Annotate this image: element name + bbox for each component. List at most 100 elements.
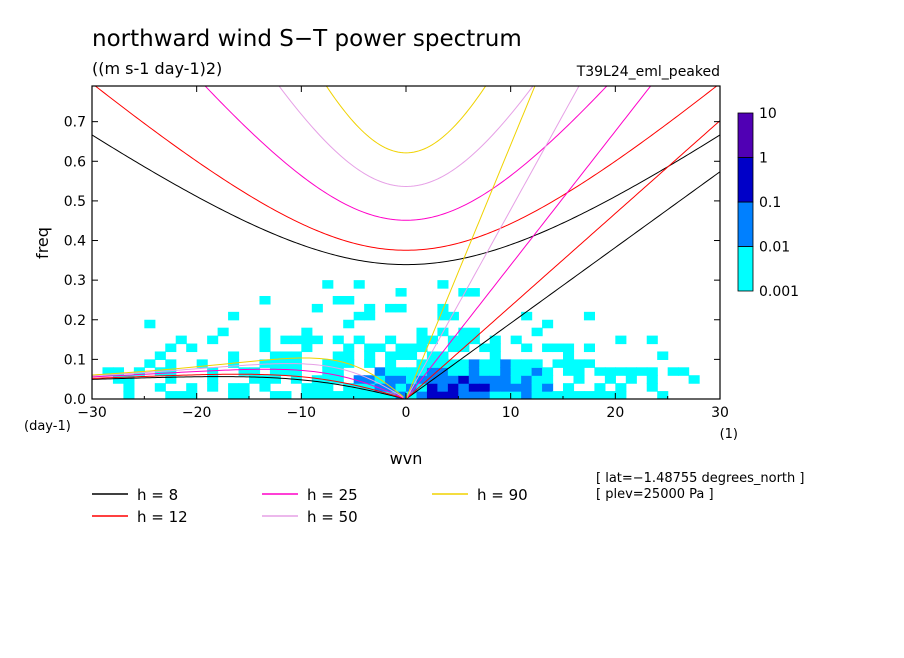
colorbar-label: 10 — [759, 106, 777, 122]
power-cell — [510, 367, 522, 376]
power-cell — [583, 391, 595, 399]
power-cell — [657, 391, 669, 399]
power-cell — [406, 343, 418, 353]
power-cell — [332, 335, 344, 345]
y-tick-label: 0.4 — [64, 234, 86, 250]
colorbar: 0.001 0.01 0.1 1 10 — [737, 106, 799, 300]
dispersion-curve-kelvin-h25 — [405, 86, 652, 399]
lat-annotation: [ lat=−1.48755 degrees_north ] — [596, 471, 804, 486]
power-cell — [489, 359, 501, 368]
power-cell — [385, 375, 397, 384]
power-cell — [447, 343, 459, 353]
power-cell — [500, 367, 512, 376]
power-cell — [437, 391, 449, 399]
power-cell — [406, 351, 418, 360]
power-cell — [479, 391, 491, 399]
x-tick-label: 10 — [502, 405, 520, 421]
power-cell — [521, 375, 533, 384]
power-cell — [353, 280, 365, 289]
power-cell — [343, 391, 355, 399]
power-cell — [374, 383, 386, 392]
power-cell — [343, 383, 355, 392]
power-cell — [416, 359, 428, 368]
power-cell — [385, 303, 397, 313]
legend-label: h = 50 — [307, 508, 358, 526]
power-cell — [332, 391, 344, 399]
power-cell — [301, 343, 313, 353]
y-tick-label: 0.5 — [64, 194, 86, 210]
power-cell — [280, 335, 292, 345]
run-label: T39L24_eml_peaked — [576, 64, 720, 80]
power-cell — [228, 311, 240, 321]
power-cell — [531, 327, 543, 337]
colorbar-label: 0.1 — [759, 195, 781, 211]
power-cell — [175, 391, 187, 399]
power-cell — [458, 359, 470, 368]
power-cell — [542, 383, 554, 392]
power-cell — [500, 375, 512, 384]
power-cell — [657, 351, 669, 360]
power-cell — [426, 335, 438, 345]
power-cell — [552, 359, 564, 368]
power-cell — [332, 295, 344, 305]
power-cell — [479, 359, 491, 368]
dispersion-curve-gravity-h25 — [204, 86, 608, 221]
power-cell — [259, 383, 271, 392]
power-cell — [311, 375, 323, 384]
power-cell — [510, 375, 522, 384]
power-cell — [165, 391, 177, 399]
power-cell — [479, 367, 491, 376]
power-cell — [269, 367, 281, 376]
y-tick-label: 0.7 — [64, 115, 86, 131]
power-cell — [228, 351, 240, 360]
power-cell — [238, 391, 250, 399]
chart-title: northward wind S−T power spectrum — [92, 26, 522, 52]
power-cell — [374, 367, 386, 376]
power-cell — [594, 383, 606, 392]
power-cell — [489, 351, 501, 360]
power-cell — [500, 391, 512, 399]
power-cell — [646, 335, 658, 345]
power-cell — [468, 288, 480, 297]
y-tick-label: 0.2 — [64, 313, 86, 329]
power-cell — [385, 335, 397, 345]
power-cell — [207, 383, 219, 392]
y-axis-ticks: 0.0 0.1 0.2 0.3 0.4 0.5 0.6 0.7 — [64, 115, 720, 408]
power-cell — [395, 288, 407, 297]
power-cell — [468, 367, 480, 376]
power-cell — [290, 335, 302, 345]
power-cell — [343, 343, 355, 353]
power-cell — [510, 383, 522, 392]
power-cell — [542, 375, 554, 384]
power-cell — [290, 351, 302, 360]
power-cell — [259, 335, 271, 345]
power-cell — [301, 327, 313, 337]
power-cell — [280, 391, 292, 399]
power-cell — [186, 383, 198, 392]
power-cell — [343, 319, 355, 329]
dispersion-curve-gravity-h8 — [92, 134, 720, 266]
power-cell — [395, 343, 407, 353]
power-cell — [563, 351, 575, 360]
power-cell — [615, 367, 627, 376]
power-cell — [364, 383, 376, 392]
colorbar-segment — [737, 246, 754, 292]
dispersion-curve-gravity-h90 — [325, 86, 487, 154]
power-cell — [353, 375, 365, 384]
power-cell — [228, 391, 240, 399]
power-cell — [311, 383, 323, 392]
legend-label: h = 25 — [307, 486, 358, 504]
power-cell — [615, 391, 627, 399]
power-cell — [458, 288, 470, 297]
power-cell — [594, 391, 606, 399]
power-cell — [301, 335, 313, 345]
power-cell — [154, 351, 166, 360]
power-cell — [426, 351, 438, 360]
power-cell — [458, 391, 470, 399]
power-cell — [479, 383, 491, 392]
power-cell — [604, 375, 616, 384]
power-cell — [186, 343, 198, 353]
power-cell — [688, 375, 700, 384]
legend-label: h = 90 — [477, 486, 528, 504]
power-cell — [259, 359, 271, 368]
